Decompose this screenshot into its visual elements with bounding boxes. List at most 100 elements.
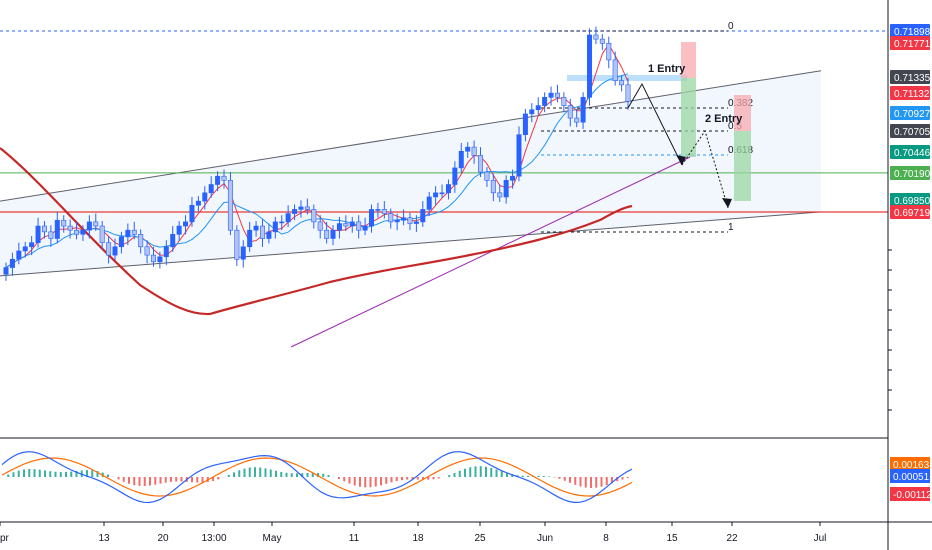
macd-hist-bar	[626, 477, 629, 479]
candle-body	[9, 258, 15, 268]
price-badge	[890, 145, 930, 159]
macd-badge	[890, 469, 930, 483]
price-badge-text: 0.70190	[894, 169, 931, 180]
time-label: pr	[0, 533, 10, 544]
macd-hist-bar	[479, 466, 482, 477]
macd-hist-bar	[369, 477, 372, 488]
candle-body	[266, 231, 272, 239]
macd-signal-line	[1, 457, 633, 497]
macd-hist-bar	[453, 472, 456, 477]
candle-body	[292, 209, 298, 214]
candle-body	[612, 59, 618, 81]
candle-body	[375, 209, 381, 211]
ma-slow	[0, 147, 633, 316]
macd-hist-bar	[259, 467, 262, 477]
candle-body	[535, 105, 541, 111]
macd-hist-bar	[138, 477, 141, 486]
candle-body	[163, 246, 169, 258]
time-label: Jun	[537, 533, 553, 544]
candle-body	[41, 225, 47, 233]
macd-hist-bar	[86, 470, 88, 477]
moving-averages	[0, 43, 633, 316]
macd-hist-bar	[495, 469, 498, 477]
candle-body	[426, 196, 432, 210]
macd-hist-bar	[7, 474, 10, 477]
macd-hist-bar	[511, 474, 514, 477]
candle-body	[349, 221, 355, 227]
macd-hist-bar	[574, 477, 577, 485]
ma-medium	[5, 73, 629, 269]
time-axis[interactable]: pr 13 20 13:00 May 11 18 25 Jun 8 15 22 Jul	[0, 522, 826, 544]
macd-hist-bar	[17, 470, 20, 477]
macd-hist-bar	[196, 477, 199, 483]
price-badge-text: 0.69719	[894, 208, 931, 219]
macd-hist-bar	[590, 477, 592, 488]
candle-body	[330, 229, 336, 239]
position-boxes	[681, 42, 751, 201]
macd-hist-bar	[269, 469, 272, 477]
price-badge-text: 0.70446	[894, 148, 931, 159]
candle-body	[343, 223, 349, 227]
candle-body	[407, 217, 413, 224]
projection-arrows	[627, 82, 732, 209]
macd-hist-bar	[175, 477, 178, 482]
candle-body	[369, 209, 375, 227]
time-label: 15	[666, 533, 678, 544]
macd-hist-bar	[122, 477, 125, 482]
macd-hist-bar	[548, 476, 550, 477]
candle-body	[183, 221, 189, 227]
price-badge	[890, 193, 930, 207]
macd-hist-bar	[75, 470, 78, 477]
candle-body	[484, 171, 490, 181]
macd-hist-bar	[437, 477, 440, 479]
stop-box-1	[681, 42, 696, 78]
entry-zone	[567, 75, 687, 81]
macd-hist-bar	[317, 473, 319, 477]
candle-body	[80, 229, 86, 235]
macd-hist-bar	[448, 475, 451, 477]
macd-hist-bar	[338, 477, 340, 479]
candle-body	[125, 229, 131, 238]
macd-hist-bar	[542, 475, 545, 477]
macd-badge-text: -0.00112	[893, 490, 932, 501]
annotations: 1 Entry 2 Entry	[648, 63, 743, 125]
candle-body	[16, 250, 22, 260]
macd-hist-bar	[54, 471, 57, 477]
macd-hist-bar	[595, 477, 598, 488]
macd-hist-bar	[621, 477, 624, 480]
candle-body	[362, 225, 368, 231]
price-badge-text: 0.70705	[894, 127, 931, 138]
macd-hist-bar	[611, 477, 613, 484]
macd-hist-bar	[311, 472, 314, 477]
candle-body	[234, 229, 240, 260]
candle-body	[215, 175, 221, 185]
price-badge	[890, 124, 930, 138]
price-badge-text: 0.69850	[894, 196, 931, 207]
macd-hist-bar	[49, 471, 52, 477]
macd-hist-bar	[59, 472, 62, 477]
candle-body	[157, 256, 163, 263]
entry-2-label: 2 Entry	[705, 113, 743, 125]
macd-hist-bar	[380, 477, 382, 486]
macd-pane	[0, 437, 888, 504]
candle-body	[317, 221, 323, 231]
candle-body	[522, 113, 528, 135]
macd-hist-bar	[159, 477, 162, 484]
macd-hist-bar	[238, 470, 241, 477]
candle-body	[61, 219, 67, 227]
macd-hist-bar	[264, 468, 267, 477]
macd-hist-bar	[70, 471, 73, 477]
macd-hist-bar	[527, 475, 529, 477]
macd-hist-bar	[285, 472, 288, 477]
macd-hist-bar	[12, 472, 15, 477]
candle-body	[22, 246, 28, 252]
fib-label-0: 0	[728, 21, 734, 32]
arrow-path-2	[681, 129, 729, 209]
macd-hist-bar	[143, 477, 146, 486]
time-label: 13	[98, 533, 110, 544]
candle-body	[176, 225, 182, 235]
